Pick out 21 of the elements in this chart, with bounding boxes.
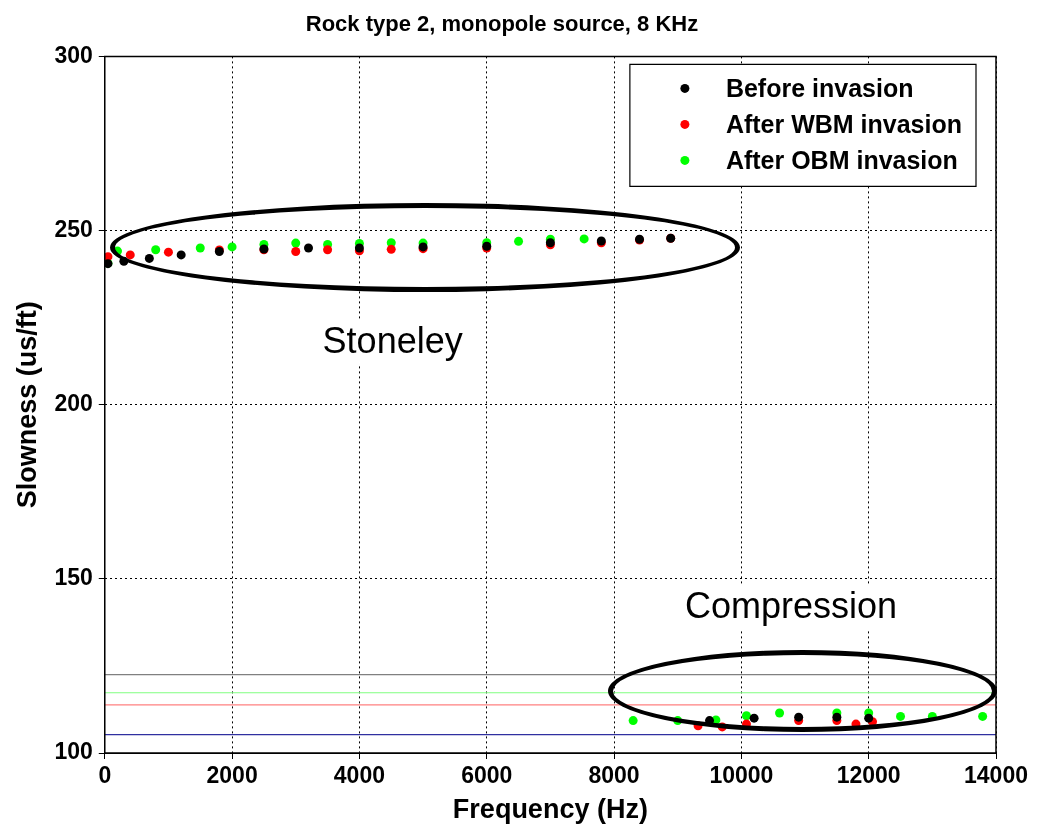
x-tick-label: 4000 [333, 762, 385, 789]
y-tick-label: 300 [54, 41, 93, 68]
x-tick-label: 6000 [461, 762, 513, 789]
y-tick-label: 200 [54, 390, 93, 417]
x-tick-label: 12000 [836, 762, 901, 789]
annotation: Compression [684, 585, 898, 627]
legend-label: Before invasion [725, 74, 914, 103]
y-tick-label: 150 [54, 564, 93, 591]
y-tick-label: 250 [54, 215, 93, 242]
y-axis-title: Slowness (us/ft) [11, 301, 42, 509]
x-axis-title: Frequency (Hz) [452, 794, 648, 825]
legend-label: After OBM invasion [725, 146, 958, 175]
x-tick-label: 14000 [964, 762, 1028, 789]
x-tick-label: 10000 [709, 762, 774, 789]
y-tick-label: 100 [54, 738, 93, 765]
x-tick-label: 0 [98, 762, 112, 789]
legend-label: After WBM invasion [725, 110, 962, 139]
x-tick-label: 2000 [206, 762, 258, 789]
annotation: Stoneley [322, 319, 463, 361]
x-tick-label: 8000 [588, 762, 640, 789]
chart-title: Rock type 2, monopole source, 8 KHz [305, 11, 699, 37]
